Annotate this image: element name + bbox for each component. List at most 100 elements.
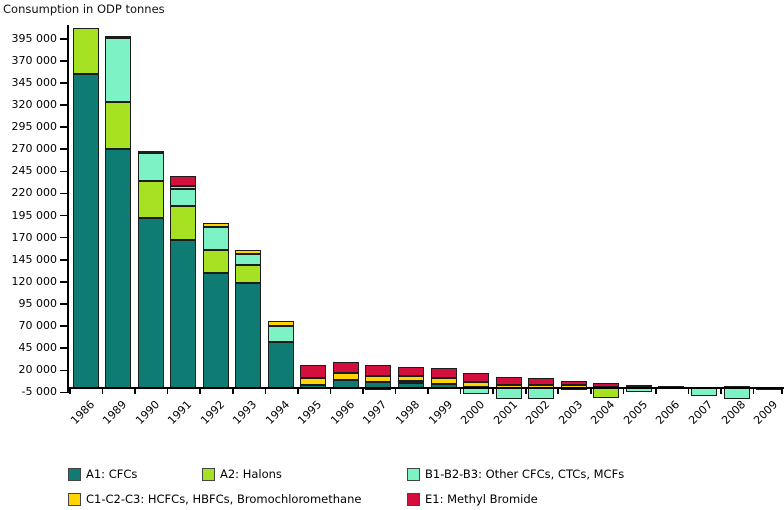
x-axis-tick <box>264 389 267 394</box>
y-axis-tick-label: 320 000 <box>11 98 58 112</box>
y-axis-line <box>67 25 69 393</box>
bar-segment-1991 <box>170 176 197 187</box>
x-axis-tick <box>362 389 364 394</box>
y-axis-tick <box>60 170 67 173</box>
bar-segment-1993 <box>235 282 262 388</box>
x-axis-tick <box>752 389 755 394</box>
y-axis-tick <box>60 192 67 195</box>
legend-label: E1: Methyl Bromide <box>425 492 538 506</box>
x-axis-tick <box>134 389 136 394</box>
bar-segment-2000 <box>463 381 490 388</box>
chart-title: Consumption in ODP tonnes <box>3 2 165 16</box>
bar-segment-1994 <box>267 326 294 342</box>
bar-segment-1989 <box>105 149 132 388</box>
bar-segment-1995 <box>300 365 327 379</box>
bar-segment-1990 <box>137 151 164 154</box>
bar-segment-2004 <box>593 382 620 387</box>
y-axis-tick <box>60 214 67 217</box>
x-axis-tick <box>524 389 527 394</box>
bar-segment-2008 <box>723 388 750 400</box>
x-axis-tick <box>231 389 234 394</box>
x-axis-tick <box>459 389 462 394</box>
y-axis-tick-label: 120 000 <box>11 274 58 288</box>
bar-segment-1991 <box>170 240 197 388</box>
bar-segment-1989 <box>105 35 132 38</box>
bar-segment-1993 <box>235 250 262 255</box>
legend-swatch <box>68 492 81 506</box>
y-axis-tick <box>60 126 67 128</box>
bar-segment-1992 <box>202 227 229 251</box>
y-axis-tick <box>60 325 67 327</box>
y-axis-tick <box>60 369 67 372</box>
bar-segment-2002 <box>528 378 555 385</box>
legend-swatch <box>68 467 81 481</box>
x-axis-tick <box>394 389 397 394</box>
bar-segment-1989 <box>105 101 132 150</box>
bar-segment-1992 <box>202 273 229 388</box>
bar-segment-2004 <box>593 388 620 398</box>
x-axis-tick <box>427 389 429 394</box>
bar-segment-1998 <box>398 375 424 382</box>
y-axis-tick <box>60 303 67 305</box>
x-axis-tick <box>69 389 71 394</box>
bar-segment-1996 <box>332 362 359 374</box>
y-axis-tick-label: 345 000 <box>11 75 58 89</box>
bar-segment-1993 <box>235 254 262 266</box>
y-axis-tick <box>60 391 67 394</box>
bar-segment-1989 <box>105 37 132 102</box>
bar-segment-1999 <box>430 368 457 379</box>
bar-segment-1993 <box>235 265 262 283</box>
bar-segment-1998 <box>398 366 424 376</box>
y-axis-tick-label: -5 000 <box>21 385 57 399</box>
bar-segment-1997 <box>365 375 392 383</box>
bar-segment-1986 <box>72 74 99 388</box>
y-axis-tick <box>60 281 67 283</box>
bar-segment-1990 <box>137 181 164 219</box>
bar-segment-2001 <box>495 388 522 400</box>
bar-segment-1986 <box>72 28 99 75</box>
bar-segment-2000 <box>463 372 490 382</box>
y-axis-tick-label: 145 000 <box>11 252 58 266</box>
y-axis-tick-label: 295 000 <box>11 120 58 134</box>
bar-segment-1990 <box>137 218 164 388</box>
bar-segment-1991 <box>170 186 197 189</box>
x-axis-tick <box>329 389 332 394</box>
y-axis-tick <box>60 148 67 151</box>
legend-swatch <box>407 467 420 481</box>
bar-segment-1994 <box>267 342 294 388</box>
bar-segment-1995 <box>300 378 327 385</box>
x-axis-tick <box>557 389 560 394</box>
x-axis-tick <box>655 389 657 394</box>
bar-segment-1990 <box>137 153 164 182</box>
x-axis-tick <box>101 389 104 394</box>
x-axis-line <box>67 387 784 389</box>
y-axis-tick <box>60 82 67 84</box>
x-axis-tick <box>781 389 783 394</box>
x-axis-tick <box>166 389 169 394</box>
y-axis-tick-label: 95 000 <box>18 297 58 310</box>
legend-label: A1: CFCs <box>86 467 138 481</box>
legend-label: B1-B2-B3: Other CFCs, CTCs, MCFs <box>425 467 625 481</box>
bar-segment-2003 <box>560 380 587 385</box>
x-axis-tick <box>199 389 202 394</box>
x-axis-tick <box>297 389 299 394</box>
legend-swatch <box>202 467 215 481</box>
bar-segment-1994 <box>267 321 294 327</box>
bar-segment-1991 <box>170 206 197 241</box>
y-axis-tick-label: 220 000 <box>11 186 58 200</box>
x-axis-tick <box>622 389 625 394</box>
bar-segment-1999 <box>430 378 457 384</box>
y-axis-tick-label: 245 000 <box>11 164 58 178</box>
y-axis-tick <box>60 258 67 261</box>
x-axis-tick <box>492 389 494 394</box>
bar-segment-2001 <box>495 377 522 385</box>
bar-segment-1998 <box>398 381 424 384</box>
bar-segment-1992 <box>202 250 229 274</box>
y-axis-tick <box>60 104 67 106</box>
y-axis-tick-label: 270 000 <box>11 142 58 156</box>
y-axis-tick <box>60 347 67 349</box>
y-axis-tick-label: 170 000 <box>11 230 58 244</box>
bar-segment-1992 <box>202 223 229 228</box>
y-axis-tick-label: 370 000 <box>11 53 58 67</box>
x-axis-tick <box>720 389 722 394</box>
